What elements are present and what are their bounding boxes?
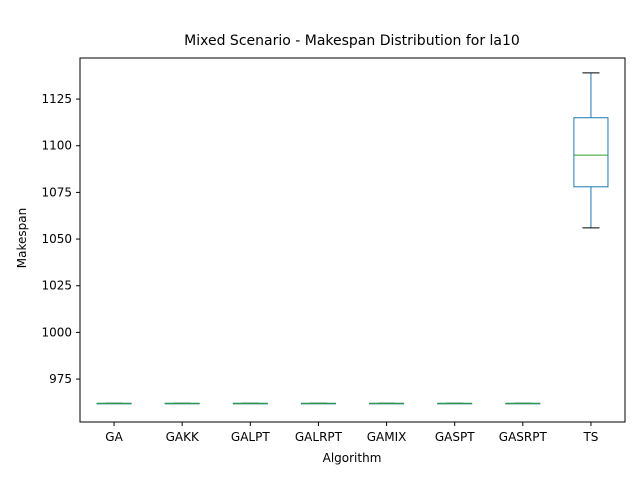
x-tick-label: GALRPT: [295, 430, 343, 444]
y-tick-label: 1075: [41, 185, 72, 199]
chart-title: Mixed Scenario - Makespan Distribution f…: [184, 33, 520, 49]
y-tick-label: 1025: [41, 279, 72, 293]
x-tick-label: GA: [105, 430, 123, 444]
axes-frame: [79, 57, 626, 423]
y-tick-label: 1125: [41, 92, 72, 106]
x-axis-label: Algorithm: [323, 451, 382, 465]
x-tick-label: GALPT: [231, 430, 270, 444]
y-tick-label: 1050: [41, 232, 72, 246]
x-tick-label: TS: [582, 430, 598, 444]
plot-area: 975 1000 1025 1050 1075 1100 1125 GA GAKK GALPT GA…: [41, 57, 626, 444]
y-axis-label: Makespan: [15, 208, 29, 268]
y-tick-label: 1100: [41, 139, 72, 153]
x-tick-label: GASPT: [435, 430, 475, 444]
y-tick-label: 1000: [41, 325, 72, 339]
x-tick-label: GASRPT: [499, 430, 548, 444]
y-tick-label: 975: [49, 372, 72, 386]
box-ts: [573, 117, 609, 188]
x-tick-label: GAMIX: [367, 430, 407, 444]
x-tick-label: GAKK: [166, 430, 200, 444]
